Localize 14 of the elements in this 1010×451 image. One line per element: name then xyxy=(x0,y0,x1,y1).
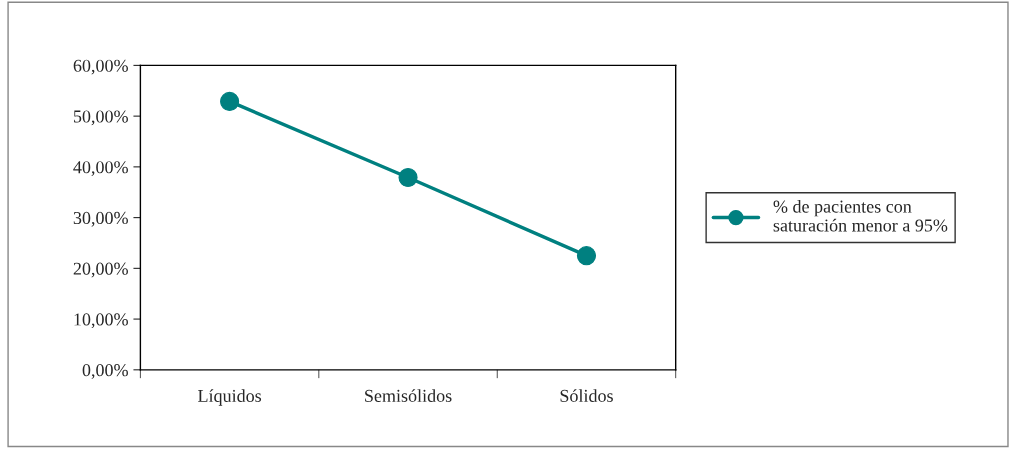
y-tick-label: 30,00% xyxy=(73,211,128,227)
y-tick-label: 60,00% xyxy=(73,59,128,75)
x-tick-label: Semisólidos xyxy=(365,389,452,402)
point xyxy=(398,167,418,188)
x-tick-label: Líquidos xyxy=(198,389,262,406)
y-tick-label: 20,00% xyxy=(73,262,128,278)
y-tick-label: 10,00% xyxy=(74,313,128,329)
x-tick-label: Sólidos xyxy=(560,389,613,402)
y-tick-label: 0,00% xyxy=(82,364,128,379)
point xyxy=(220,91,240,111)
y-tick-label: 40,00% xyxy=(73,161,128,176)
y-tick-label: 50,00% xyxy=(73,110,128,126)
legend-label: % de pacientes con saturación menor a 95% xyxy=(773,199,948,232)
point xyxy=(576,246,597,266)
